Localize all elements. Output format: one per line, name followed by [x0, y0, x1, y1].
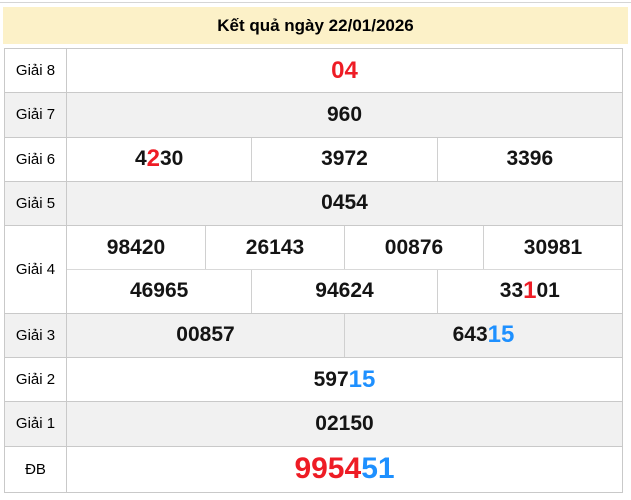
prize-number: 3972	[251, 137, 436, 181]
prize-row-giải-8: Giải 8 04	[5, 49, 622, 93]
prize-number: 643 15	[344, 313, 622, 357]
number-segment-black: 0454	[321, 191, 368, 215]
prize-numbers-area: 597 15	[67, 358, 622, 401]
prize-line: 00857 643 15	[67, 313, 622, 357]
prize-label: Giải 2	[5, 357, 67, 402]
results-table: Giải 8 04 Giải 7 960 Giải 6 4 2 30 3972 3396 Giải …	[4, 48, 623, 493]
number-segment-black: 597	[313, 367, 349, 391]
number-segment-black: 30	[160, 147, 184, 171]
prize-line: 04	[67, 49, 622, 92]
prize-number: 9954 51	[67, 447, 622, 492]
prize-number: 00876	[344, 226, 483, 269]
number-segment-blue: 51	[361, 452, 395, 486]
prize-row-đb: ĐB 9954 51	[5, 445, 622, 492]
number-segment-black: 960	[326, 102, 363, 126]
number-segment-black: 643	[452, 323, 488, 347]
prize-line: 02150	[67, 402, 622, 445]
prize-label: Giải 1	[5, 402, 67, 446]
prize-numbers-area: 0454	[67, 182, 622, 225]
number-segment-black: 26143	[245, 235, 305, 259]
prize-label: Giải 6	[5, 137, 67, 181]
number-segment-black: 01	[536, 279, 560, 303]
prize-number: 3396	[436, 137, 622, 181]
prize-number: 02150	[67, 402, 622, 445]
number-segment-black: 30981	[523, 235, 583, 259]
number-segment-blue: 15	[348, 365, 376, 393]
prize-numbers-area: 9954 51	[67, 447, 622, 492]
number-segment-red: 9954	[294, 452, 362, 486]
prize-label: Giải 4	[5, 226, 67, 313]
prize-label: Giải 5	[5, 181, 67, 226]
prize-number: 26143	[205, 226, 344, 269]
number-segment-black: 3396	[506, 147, 554, 171]
prize-number: 98420	[67, 226, 205, 269]
prize-row-giải-5: Giải 5 0454	[5, 180, 622, 226]
number-segment-red: 1	[523, 277, 537, 305]
number-segment-black: 94624	[315, 279, 374, 303]
prize-number: 04	[67, 49, 622, 92]
prize-line: 597 15	[67, 358, 622, 401]
prize-row-giải-3: Giải 3 00857 643 15	[5, 312, 622, 357]
prize-label: Giải 8	[5, 49, 67, 93]
number-segment-black: 98420	[106, 235, 166, 259]
number-segment-blue: 15	[487, 321, 515, 349]
prize-number: 0454	[67, 182, 622, 225]
number-segment-black: 4	[134, 147, 147, 171]
prize-label: Giải 7	[5, 93, 67, 137]
number-segment-black: 33	[499, 279, 524, 303]
prize-label: Giải 3	[5, 313, 67, 357]
prize-numbers-area: 98420 26143 00876 30981 46965 94624 33 1 01	[67, 226, 622, 313]
prize-numbers-area: 02150	[67, 402, 622, 445]
top-divider	[0, 2, 631, 3]
prize-row-giải-2: Giải 2 597 15	[5, 356, 622, 402]
prize-row-giải-1: Giải 1 02150	[5, 401, 622, 446]
prize-number: 46965	[67, 270, 251, 313]
number-segment-black: 02150	[315, 411, 374, 435]
prize-numbers-area: 960	[67, 93, 622, 136]
number-segment-black: 3972	[321, 147, 368, 171]
prize-numbers-area: 00857 643 15	[67, 313, 622, 357]
number-segment-red: 04	[331, 56, 358, 84]
prize-line: 4 2 30 3972 3396	[67, 137, 622, 181]
prize-number: 00857	[67, 314, 344, 357]
prize-line: 0454	[67, 182, 622, 225]
number-segment-black: 00857	[176, 323, 235, 347]
prize-number: 33 1 01	[436, 269, 622, 313]
number-segment-black: 00876	[384, 235, 444, 259]
prize-label: ĐB	[5, 446, 67, 492]
results-header: Kết quả ngày 22/01/2026	[3, 7, 628, 44]
prize-number: 597 15	[67, 358, 622, 401]
prize-line: 98420 26143 00876 30981	[67, 226, 622, 269]
prize-line: 46965 94624 33 1 01	[67, 268, 622, 313]
page-title: Kết quả ngày 22/01/2026	[217, 15, 414, 35]
prize-line: 9954 51	[67, 447, 622, 492]
prize-number: 4 2 30	[67, 138, 251, 181]
prize-row-giải-7: Giải 7 960	[5, 92, 622, 137]
prize-numbers-area: 4 2 30 3972 3396	[67, 137, 622, 181]
prize-numbers-area: 04	[67, 49, 622, 92]
prize-number: 30981	[483, 226, 622, 269]
prize-number: 960	[67, 93, 622, 136]
prize-number: 94624	[251, 269, 436, 313]
prize-line: 960	[67, 93, 622, 136]
prize-row-giải-6: Giải 6 4 2 30 3972 3396	[5, 136, 622, 181]
prize-row-giải-4: Giải 4 98420 26143 00876 30981 46965 94624 33 1 0…	[5, 225, 622, 313]
number-segment-black: 46965	[129, 279, 189, 303]
number-segment-red: 2	[146, 145, 160, 173]
